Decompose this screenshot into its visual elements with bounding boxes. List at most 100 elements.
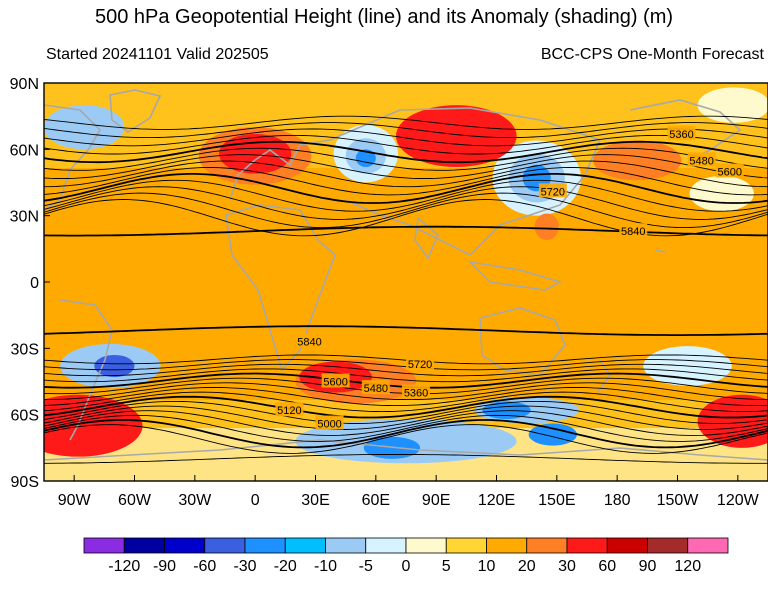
contour-line-4 bbox=[44, 140, 768, 164]
colorbar-swatch-12 bbox=[566, 537, 608, 554]
coast-hawaii bbox=[654, 249, 666, 253]
colorbar-label: -30 bbox=[233, 558, 256, 575]
contour-line-25 bbox=[44, 405, 768, 430]
lon-axis: 90W 60W 30W 0 30E 60E 90E 120E 150E 180 150W 120W bbox=[58, 475, 760, 509]
contour-line-14 bbox=[44, 354, 768, 365]
svg-text:5000: 5000 bbox=[317, 419, 341, 431]
contour-line-17 bbox=[44, 368, 768, 383]
colorbar-swatch-13 bbox=[606, 537, 648, 554]
colorbar-label: -90 bbox=[153, 558, 176, 575]
svg-text:5360: 5360 bbox=[404, 388, 428, 400]
coast-africa bbox=[225, 204, 336, 372]
contour-label-7: 5600 bbox=[321, 373, 350, 389]
anomaly-blob-16 bbox=[697, 87, 768, 123]
contour-line-22 bbox=[44, 391, 768, 413]
coast-south-america bbox=[59, 299, 113, 441]
svg-text:5600: 5600 bbox=[323, 377, 347, 389]
colorbar-label: -10 bbox=[314, 558, 337, 575]
colorbar-swatch-3 bbox=[204, 537, 246, 554]
contour-label-10: 5120 bbox=[275, 402, 304, 417]
contour-line-8 bbox=[44, 167, 768, 196]
colorbar-swatch-10 bbox=[486, 537, 528, 554]
anomaly-blob-10 bbox=[355, 149, 376, 168]
svg-text:5720: 5720 bbox=[541, 186, 565, 198]
colorbar-swatch-2 bbox=[164, 537, 206, 554]
chart-subtitle-left: Started 20241101 Valid 202505 bbox=[46, 46, 269, 63]
contour-line-16 bbox=[44, 363, 768, 377]
contour-line-32 bbox=[44, 454, 768, 464]
lat-tick-label: 30N bbox=[10, 209, 39, 226]
coast-north-america bbox=[44, 104, 102, 211]
contour-label-0: 5360 bbox=[667, 125, 696, 141]
svg-text:5720: 5720 bbox=[408, 359, 432, 371]
colorbar: -120 -90 -60 -30 -20 -10 -5 0 5 10 20 30 60 90 120 bbox=[83, 537, 729, 575]
coast-australia bbox=[479, 307, 566, 376]
chart-subtitle-right: BCC-CPS One-Month Forecast bbox=[540, 46, 764, 63]
lon-tick-label: 60E bbox=[362, 492, 390, 509]
contour-line-1 bbox=[44, 122, 768, 139]
lon-tick-label: 120E bbox=[478, 492, 515, 509]
colorbar-label: 0 bbox=[402, 558, 411, 575]
contour-label-11: 5000 bbox=[315, 415, 344, 431]
contour-line-11 bbox=[44, 186, 768, 220]
colorbar-label: -5 bbox=[359, 558, 373, 575]
lon-tick-label: 180 bbox=[604, 492, 631, 509]
colorbar-swatch-7 bbox=[365, 537, 407, 554]
lon-tick-label: 90W bbox=[58, 492, 92, 509]
lon-tick-label: 150E bbox=[538, 492, 575, 509]
colorbar-label: 20 bbox=[518, 558, 536, 575]
contour-label-9: 5360 bbox=[402, 384, 431, 400]
contour-label-2: 5600 bbox=[715, 163, 744, 178]
colorbar-label: 60 bbox=[598, 558, 616, 575]
lat-tick-label: 60N bbox=[10, 142, 39, 159]
coast-india bbox=[414, 216, 439, 260]
colorbar-label: 90 bbox=[639, 558, 657, 575]
colorbar-swatch-9 bbox=[445, 537, 487, 554]
contour-line-31 bbox=[44, 325, 768, 336]
svg-text:5480: 5480 bbox=[364, 383, 388, 395]
colorbar-swatch-11 bbox=[526, 537, 568, 554]
contour-line-9 bbox=[44, 173, 768, 204]
contour-label-1: 5480 bbox=[687, 152, 716, 167]
colorbar-swatch-8 bbox=[405, 537, 447, 554]
contour-label-8: 5480 bbox=[361, 380, 390, 395]
lat-tick-label: 0 bbox=[30, 275, 39, 292]
anomaly-blob-24 bbox=[593, 140, 682, 181]
contour-line-6 bbox=[44, 154, 768, 179]
colorbar-swatch-0 bbox=[83, 537, 125, 554]
anomaly-blob-15 bbox=[689, 175, 754, 212]
coast-new-zealand bbox=[597, 359, 611, 393]
contour-line-26 bbox=[44, 410, 768, 436]
contour-labels: 5360 5480 5600 5720 5840 5840 5720 5600 5480 5360… bbox=[275, 125, 744, 431]
lat-axis: 90N 60N 30N 0 30S 60S 90S bbox=[10, 76, 50, 491]
colorbar-swatch-15 bbox=[687, 537, 729, 554]
colorbar-swatch-14 bbox=[647, 537, 689, 554]
lon-tick-label: 30W bbox=[178, 492, 212, 509]
colorbar-label: 30 bbox=[558, 558, 576, 575]
anomaly-blob-18 bbox=[218, 133, 292, 174]
lon-tick-label: 150W bbox=[657, 492, 700, 509]
contour-label-4: 5840 bbox=[619, 223, 648, 238]
svg-text:5840: 5840 bbox=[621, 226, 645, 238]
anomaly-blob-6 bbox=[94, 354, 135, 378]
contour-line-0 bbox=[44, 115, 768, 130]
contour-line-24 bbox=[44, 400, 768, 424]
anomaly-blob-25 bbox=[534, 213, 559, 240]
colorbar-swatch-1 bbox=[123, 537, 165, 554]
contour-line-29 bbox=[44, 424, 768, 454]
contour-line-7 bbox=[44, 160, 768, 188]
anomaly-blob-14 bbox=[44, 105, 125, 150]
coast-greenland bbox=[109, 89, 162, 133]
contour-line-13 bbox=[44, 199, 768, 237]
colorbar-swatch-5 bbox=[284, 537, 326, 554]
contour-line-15 bbox=[44, 359, 768, 371]
lon-tick-label: 90E bbox=[422, 492, 450, 509]
colorbar-label: 10 bbox=[478, 558, 496, 575]
plot-area: 5360 5480 5600 5720 5840 5840 5720 5600 5480 5360… bbox=[44, 83, 768, 481]
contour-line-23 bbox=[44, 395, 768, 419]
coast-alaska bbox=[629, 99, 742, 161]
lon-tick-label: 60W bbox=[118, 492, 152, 509]
svg-text:5600: 5600 bbox=[718, 166, 742, 178]
colorbar-label: -60 bbox=[193, 558, 216, 575]
